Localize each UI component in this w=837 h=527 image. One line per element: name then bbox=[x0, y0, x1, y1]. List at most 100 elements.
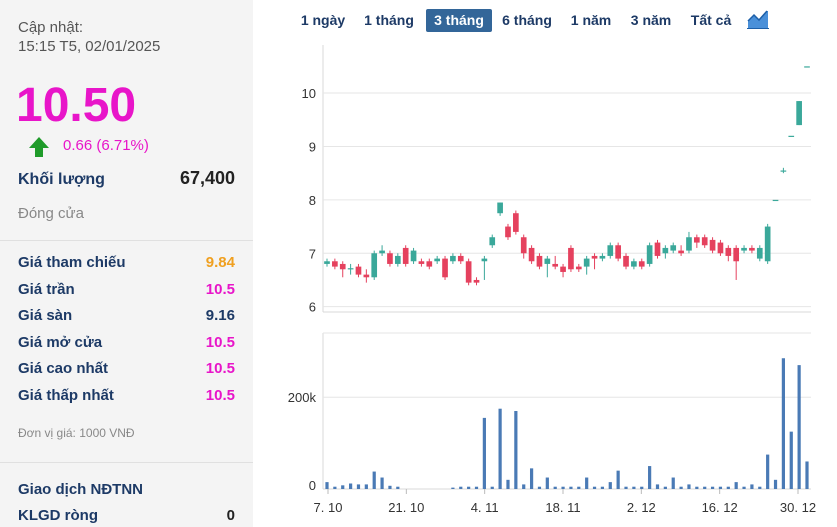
candle-body bbox=[513, 213, 519, 232]
volume-bar bbox=[703, 486, 707, 489]
candle-body bbox=[623, 255, 629, 267]
volume-bar bbox=[561, 486, 565, 489]
divider bbox=[0, 462, 253, 463]
volume-bar bbox=[781, 358, 785, 489]
candle-body bbox=[473, 279, 480, 283]
volume-bar bbox=[726, 486, 730, 489]
candle-body bbox=[465, 261, 472, 283]
candle-body bbox=[631, 261, 637, 267]
stat-label: Giá sàn bbox=[18, 307, 73, 324]
tab-range[interactable]: 3 năm bbox=[630, 12, 672, 28]
candle-body bbox=[662, 247, 669, 254]
volume-bar bbox=[356, 484, 361, 489]
candle-body bbox=[599, 255, 606, 259]
candle-body bbox=[772, 199, 779, 202]
candle-body bbox=[615, 245, 621, 259]
candle-body bbox=[324, 261, 330, 264]
tab-range[interactable]: 6 tháng bbox=[502, 12, 552, 28]
volume-bar bbox=[648, 466, 652, 489]
candle-body bbox=[764, 226, 771, 262]
unit-note: Đơn vị giá: 1000 VNĐ bbox=[18, 426, 135, 440]
volume-bar bbox=[758, 486, 762, 489]
candle-body bbox=[497, 202, 503, 214]
stat-label: Giá thấp nhất bbox=[18, 387, 114, 404]
volume-bar bbox=[482, 417, 486, 489]
volume-bar bbox=[632, 486, 636, 489]
candle-body bbox=[457, 255, 464, 262]
up-arrow-icon bbox=[29, 137, 49, 157]
volume-label: Khối lượng bbox=[18, 171, 105, 188]
candle-body bbox=[678, 250, 684, 254]
candle-body bbox=[741, 247, 747, 251]
candle-body bbox=[363, 274, 370, 278]
candle-body bbox=[749, 247, 755, 251]
volume-bar bbox=[577, 486, 581, 489]
tab-range[interactable]: 1 tháng bbox=[364, 12, 414, 28]
foreign-trade-label: Giao dịch NĐTNN bbox=[18, 481, 144, 498]
volume-bar bbox=[718, 486, 723, 489]
stat-value: 9.84 bbox=[205, 254, 235, 271]
volume-bar bbox=[773, 479, 778, 489]
update-label: Cập nhật: bbox=[18, 19, 84, 36]
candle-body bbox=[355, 266, 362, 275]
tab-range[interactable]: 3 tháng bbox=[426, 9, 492, 32]
x-tick-label: 2. 12 bbox=[627, 500, 656, 515]
candle-body bbox=[442, 258, 448, 278]
x-tick-label: 21. 10 bbox=[388, 500, 424, 515]
volume-bar bbox=[687, 484, 691, 489]
tab-range[interactable]: 1 ngày bbox=[300, 12, 346, 28]
stat-label: Giá trần bbox=[18, 281, 75, 298]
market-status: Đóng cửa bbox=[18, 205, 84, 222]
volume-bar bbox=[467, 486, 471, 489]
stat-value: 10.5 bbox=[205, 281, 235, 298]
candle-body bbox=[694, 237, 700, 243]
volume-bar bbox=[349, 483, 353, 489]
candle-body bbox=[670, 245, 677, 251]
stat-value: 9.16 bbox=[205, 307, 235, 324]
price-tick-label: 7 bbox=[309, 246, 316, 261]
volume-bar bbox=[640, 486, 644, 489]
price-tick-label: 10 bbox=[302, 86, 316, 101]
candle-body bbox=[686, 237, 692, 251]
candle-body bbox=[544, 258, 551, 264]
volume-bar bbox=[498, 408, 502, 489]
volume-bar bbox=[380, 477, 384, 489]
candle-body bbox=[371, 253, 378, 278]
candle-body bbox=[332, 261, 338, 267]
stat-label: Giá tham chiếu bbox=[18, 254, 126, 271]
net-volume-value: 0 bbox=[226, 507, 235, 524]
candle-body bbox=[426, 261, 433, 267]
candle-body bbox=[717, 242, 724, 254]
candle-body bbox=[536, 255, 543, 267]
price-tick-label: 9 bbox=[309, 139, 316, 154]
candle-body bbox=[418, 261, 425, 264]
stat-value: 10.5 bbox=[205, 387, 235, 404]
volume-bar bbox=[506, 479, 510, 489]
volume-bar bbox=[710, 486, 715, 489]
volume-tick-label: 0 bbox=[309, 478, 316, 493]
candle-body bbox=[489, 237, 496, 246]
candle-body bbox=[552, 263, 559, 267]
volume-bar bbox=[734, 482, 738, 489]
net-volume-label: KLGD ròng bbox=[18, 507, 98, 524]
volume-tick-label: 200k bbox=[288, 390, 317, 405]
volume-bar bbox=[474, 486, 479, 489]
x-tick-label: 7. 10 bbox=[314, 500, 343, 515]
volume-bar bbox=[553, 486, 557, 489]
candle-body bbox=[725, 247, 732, 256]
tab-range[interactable]: 1 năm bbox=[570, 12, 612, 28]
tab-range[interactable]: Tất cả bbox=[690, 12, 732, 28]
volume-bar bbox=[695, 486, 699, 489]
volume-bar bbox=[766, 454, 770, 489]
price-tick-label: 8 bbox=[309, 193, 316, 208]
candle-body bbox=[646, 245, 653, 264]
volume-bar bbox=[459, 486, 463, 489]
candle-body bbox=[756, 247, 763, 259]
candle-body bbox=[410, 250, 417, 262]
candle-body bbox=[347, 268, 354, 270]
candle-body bbox=[387, 253, 393, 264]
area-chart-icon[interactable] bbox=[747, 9, 769, 29]
volume-bar bbox=[372, 471, 376, 489]
divider bbox=[0, 240, 253, 241]
